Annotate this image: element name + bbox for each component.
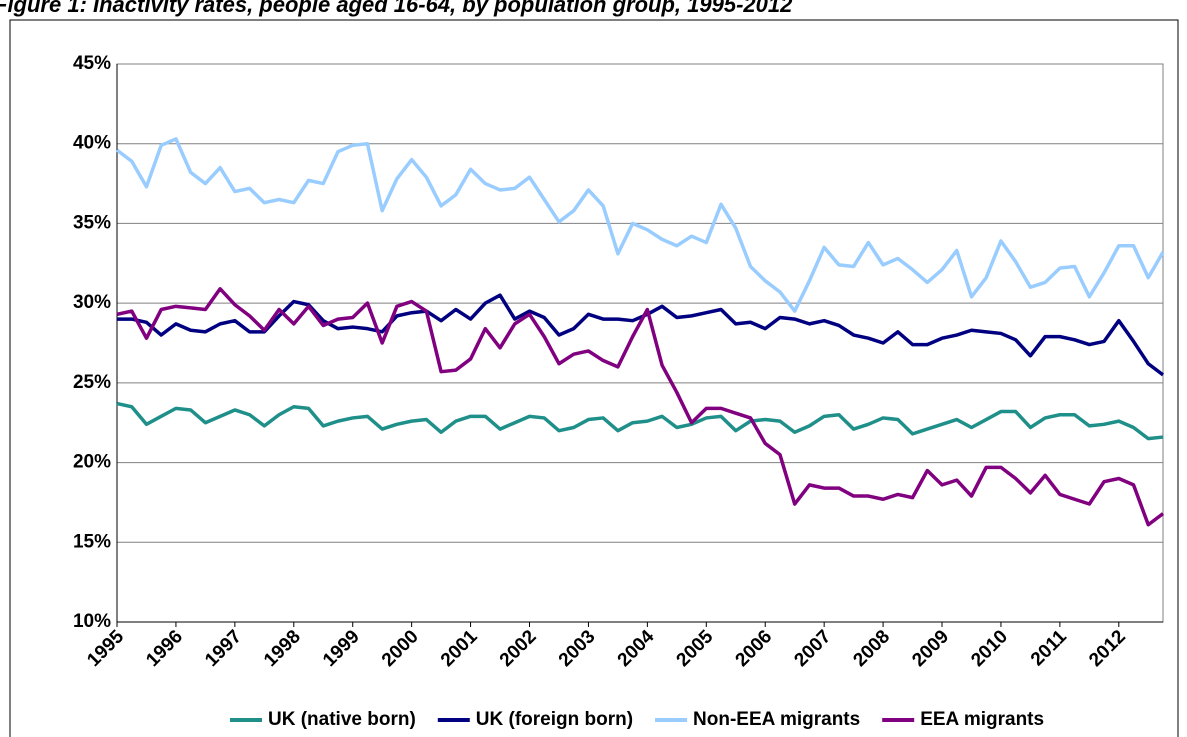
- x-tick-label: 2002: [496, 626, 541, 671]
- x-tick-label: 1996: [142, 626, 187, 671]
- x-tick-label: 2007: [790, 626, 835, 671]
- x-tick-label: 2005: [673, 626, 718, 671]
- chart-border: [9, 19, 1179, 737]
- series-line: [116, 287, 1165, 527]
- y-tick-label: 20%: [73, 452, 111, 473]
- x-tick-label: 1997: [201, 626, 246, 671]
- chart-title: Figure 1: Inactivity rates, people aged …: [0, 0, 793, 17]
- series-line: [115, 137, 1165, 313]
- x-tick-label: 1998: [260, 626, 305, 671]
- x-tick-label: 2012: [1085, 626, 1130, 671]
- y-tick-label: 10%: [73, 611, 111, 632]
- plot-area: [116, 63, 1164, 623]
- legend-label: UK (foreign born): [476, 709, 633, 730]
- y-tick-label: 30%: [73, 292, 111, 313]
- x-tick-label: 2006: [732, 626, 777, 671]
- x-tick-label: 2010: [967, 626, 1012, 671]
- y-tick-label: 40%: [73, 133, 111, 154]
- x-tick-label: 2011: [1027, 626, 1071, 670]
- series-line: [116, 401, 1164, 441]
- y-tick-label: 15%: [73, 531, 111, 552]
- y-tick-label: 45%: [73, 53, 111, 74]
- x-tick-label: 2004: [614, 626, 659, 671]
- x-tick-label: 1999: [319, 626, 364, 671]
- x-tick-label: 2009: [908, 626, 953, 671]
- series-line: [117, 293, 1165, 377]
- legend-label: EEA migrants: [920, 709, 1044, 730]
- y-tick-label: 25%: [73, 372, 111, 393]
- legend-label: Non-EEA migrants: [693, 709, 860, 730]
- y-tick-label: 35%: [73, 212, 111, 233]
- x-tick-label: 2000: [378, 626, 423, 671]
- x-tick-label: 2008: [849, 626, 894, 671]
- x-tick-label: 2001: [437, 626, 482, 671]
- x-tick-label: 1995: [83, 626, 128, 671]
- x-tick-label: 2003: [555, 626, 600, 671]
- legend-label: UK (native born): [268, 709, 416, 730]
